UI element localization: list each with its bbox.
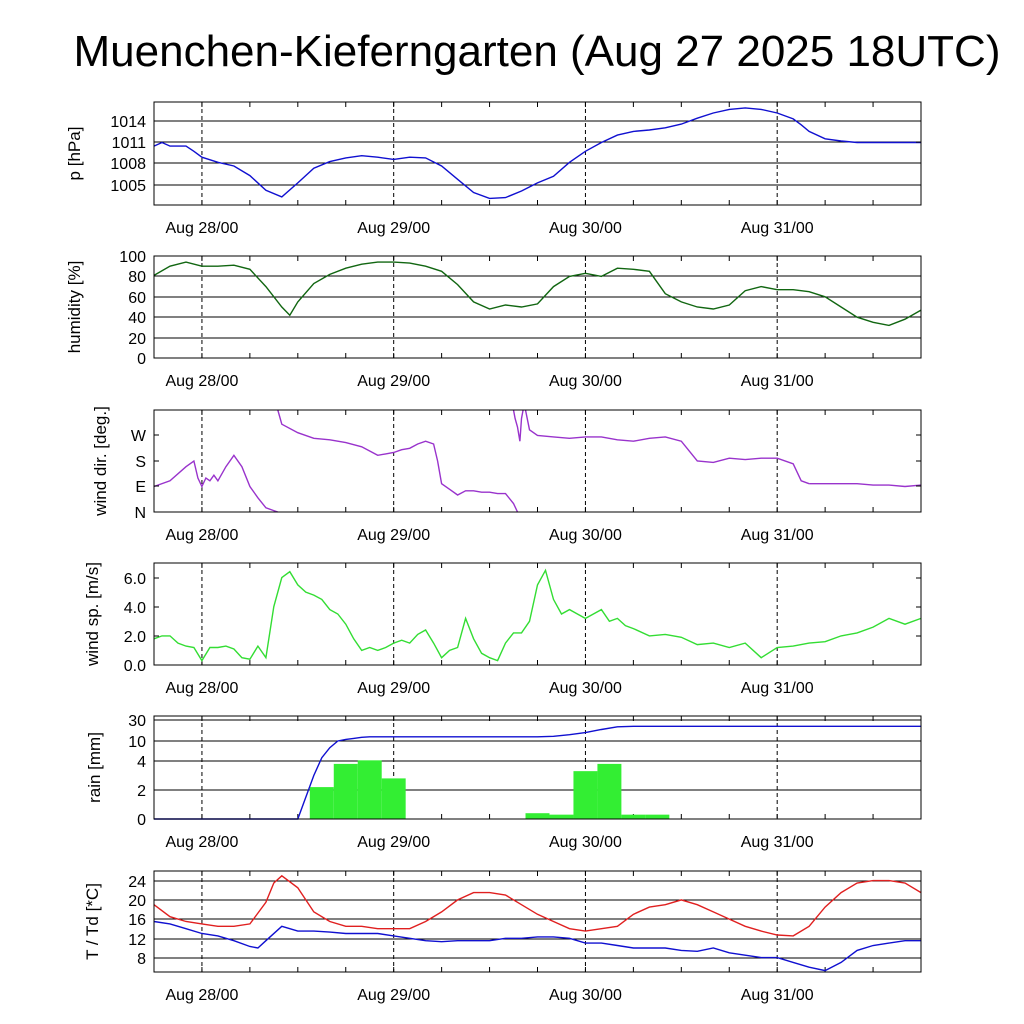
x-tick-label: Aug 30/00	[549, 373, 622, 390]
rain-bar	[597, 763, 622, 819]
y-tick-label: 40	[128, 310, 146, 327]
y-axis-label: humidity [%]	[65, 261, 84, 354]
y-tick-label: 16	[128, 912, 146, 929]
panel-1: 0 20 40 60 80 100 humidity [%] Aug 28/00 Aug 29/…	[65, 249, 922, 390]
humidity-line	[153, 261, 922, 327]
x-tick-label: Aug 29/00	[357, 373, 430, 390]
y-tick-label: 0.0	[124, 658, 146, 675]
y-tick-label: 100	[119, 249, 146, 266]
x-tick-label: Aug 31/00	[741, 220, 814, 237]
y-tick-label: 20	[128, 331, 146, 348]
rain-bar	[573, 771, 598, 819]
x-tick-label: Aug 31/00	[741, 834, 814, 851]
y-tick-label: W	[131, 428, 147, 445]
x-tick-label: Aug 29/00	[357, 220, 430, 237]
x-tick-label: Aug 28/00	[165, 527, 238, 544]
wind-direction-segment	[436, 460, 519, 513]
x-tick-label: Aug 31/00	[741, 527, 814, 544]
wind_speed-line	[153, 568, 922, 662]
x-tick-label: Aug 29/00	[357, 527, 430, 544]
panel-frame	[153, 255, 922, 359]
panel-frame	[153, 870, 922, 973]
panel-frame	[153, 409, 922, 513]
y-axis-label: rain [mm]	[85, 732, 104, 803]
x-tick-label: Aug 30/00	[549, 680, 622, 697]
rain-bar	[309, 787, 334, 819]
y-tick-label: 24	[128, 874, 146, 891]
y-tick-label: 2.0	[124, 629, 146, 646]
wind-direction-segment	[512, 409, 524, 442]
x-tick-label: Aug 28/00	[165, 220, 238, 237]
y-tick-label: 6.0	[124, 571, 146, 588]
temperature-line	[153, 874, 922, 937]
rain-bar	[525, 813, 550, 819]
y-axis-label: wind sp. [m/s]	[83, 562, 102, 667]
wind-direction-segment	[809, 483, 922, 488]
wind-direction-segment	[153, 454, 279, 513]
x-tick-label: Aug 31/00	[741, 373, 814, 390]
x-tick-label: Aug 31/00	[741, 987, 814, 1004]
y-tick-label: 20	[128, 893, 146, 910]
y-tick-label: 10	[128, 734, 146, 751]
x-tick-label: Aug 29/00	[357, 834, 430, 851]
x-tick-label: Aug 29/00	[357, 680, 430, 697]
panel-frame	[153, 715, 922, 820]
rain-bar	[333, 763, 358, 819]
chart-title: Muenchen-Kieferngarten (Aug 27 2025 18UT…	[74, 27, 1001, 76]
rain-bar	[645, 814, 670, 819]
x-tick-label: Aug 30/00	[549, 834, 622, 851]
rain-bar	[357, 760, 382, 819]
y-tick-label: 1005	[110, 178, 146, 195]
y-tick-label: 12	[128, 932, 146, 949]
x-tick-label: Aug 30/00	[549, 987, 622, 1004]
y-tick-label: 80	[128, 269, 146, 286]
y-tick-label: 4.0	[124, 600, 146, 617]
y-tick-label: 4	[137, 754, 146, 771]
panel-0: 1014 1011 1008 1005 p [hPa] Aug 28/00 Aug 29/0…	[65, 101, 922, 237]
x-tick-label: Aug 29/00	[357, 987, 430, 1004]
y-tick-label: 8	[137, 951, 146, 968]
panel-4: 0 2 4 10 30 rain [mm] Aug 28/00 Aug 29/00 Aug 30…	[85, 713, 922, 851]
x-tick-label: Aug 31/00	[741, 680, 814, 697]
panel-frame	[153, 101, 922, 206]
y-tick-label: 60	[128, 290, 146, 307]
pressure-line	[153, 107, 921, 200]
y-tick-label: N	[134, 505, 146, 522]
rain-cumulative-line	[154, 725, 921, 820]
y-tick-label: 1014	[110, 114, 146, 131]
wind-direction-segment	[524, 409, 810, 485]
x-tick-label: Aug 30/00	[549, 527, 622, 544]
y-axis-label: T / Td [*C]	[83, 883, 102, 960]
y-tick-label: S	[135, 454, 146, 471]
y-tick-label: E	[135, 479, 146, 496]
y-tick-label: 30	[128, 713, 146, 730]
y-tick-label: 1008	[110, 156, 146, 173]
y-tick-label: 2	[137, 783, 146, 800]
y-tick-label: 0	[137, 351, 146, 368]
panel-frame	[153, 562, 922, 666]
y-axis-label: p [hPa]	[65, 127, 84, 181]
y-tick-label: 0	[137, 812, 146, 829]
rain-bar	[381, 778, 406, 819]
x-tick-label: Aug 28/00	[165, 834, 238, 851]
dewpoint-line	[153, 920, 921, 972]
x-tick-label: Aug 30/00	[549, 220, 622, 237]
panel-5: 8 12 16 20 24 T / Td [*C] Aug 28/00 Aug 29/00 Au…	[83, 870, 922, 1004]
x-tick-label: Aug 28/00	[165, 373, 238, 390]
y-tick-label: 1011	[112, 135, 147, 152]
panel-3: 0.0 2.0 4.0 6.0 wind sp. [m/s] Aug 28/00 Aug 2…	[83, 562, 922, 697]
wind-direction-segment	[277, 409, 439, 462]
rain-bar	[549, 814, 574, 819]
x-tick-label: Aug 28/00	[165, 680, 238, 697]
rain-bar	[621, 814, 646, 819]
y-axis-label: wind dir. [deg.]	[91, 406, 110, 517]
x-tick-label: Aug 28/00	[165, 987, 238, 1004]
